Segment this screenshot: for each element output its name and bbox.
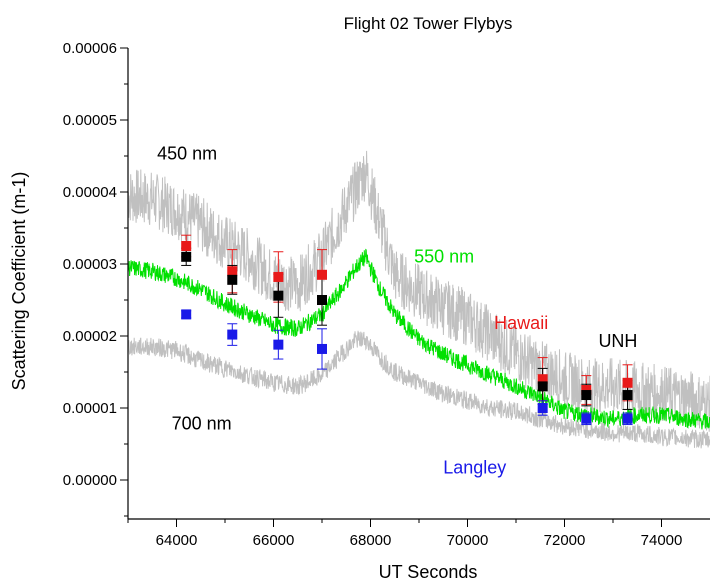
annotation-label: 700 nm bbox=[172, 414, 232, 434]
series-line-0 bbox=[128, 150, 710, 432]
y-axis-label: Scattering Coefficient (m-1) bbox=[9, 172, 29, 391]
data-point bbox=[227, 274, 238, 285]
series-line-2 bbox=[128, 330, 710, 449]
annotation-label: Hawaii bbox=[494, 313, 548, 333]
y-tick-label: 0.00000 bbox=[63, 472, 117, 489]
y-tick-label: 0.00006 bbox=[63, 40, 117, 57]
data-point bbox=[537, 403, 548, 413]
data-point bbox=[317, 295, 327, 305]
data-point bbox=[273, 271, 284, 282]
plot-area: 64000 66000 68000 70000 72000 74000 0.00000 0.0… bbox=[63, 40, 710, 549]
data-point bbox=[317, 343, 327, 354]
data-point bbox=[622, 377, 633, 388]
y-tick-label: 0.00004 bbox=[63, 184, 117, 201]
y-tick-label: 0.00005 bbox=[63, 112, 117, 129]
data-point bbox=[273, 290, 284, 301]
y-tick-label: 0.00001 bbox=[63, 400, 117, 417]
x-tick-label: 72000 bbox=[544, 532, 586, 549]
data-point bbox=[581, 390, 592, 401]
x-tick-label: 64000 bbox=[156, 532, 198, 549]
x-tick-label: 74000 bbox=[641, 532, 683, 549]
data-point bbox=[227, 329, 238, 340]
data-point bbox=[537, 381, 548, 392]
data-point bbox=[227, 266, 238, 277]
data-point bbox=[622, 413, 633, 424]
y-tick-label: 0.00003 bbox=[63, 256, 117, 273]
x-tick-label: 70000 bbox=[447, 532, 489, 549]
data-point bbox=[181, 251, 192, 262]
series-line-1 bbox=[128, 248, 710, 430]
annotation-label: UNH bbox=[598, 331, 637, 351]
data-point bbox=[181, 309, 192, 320]
data-point bbox=[273, 339, 284, 350]
data-point bbox=[537, 374, 548, 385]
x-tick-label: 68000 bbox=[350, 532, 392, 549]
annotation-label: 450 nm bbox=[157, 144, 217, 164]
data-point bbox=[581, 385, 592, 395]
data-point bbox=[622, 390, 633, 401]
data-point bbox=[581, 413, 592, 424]
data-point bbox=[317, 269, 327, 280]
annotation-label: 550 nm bbox=[414, 247, 474, 267]
x-axis-label: UT Seconds bbox=[379, 562, 478, 582]
annotation-label: Langley bbox=[443, 458, 506, 478]
data-point bbox=[181, 241, 192, 251]
chart-title: Flight 02 Tower Flybys bbox=[344, 14, 513, 33]
y-tick-label: 0.00002 bbox=[63, 328, 117, 345]
x-tick-label: 66000 bbox=[253, 532, 295, 549]
